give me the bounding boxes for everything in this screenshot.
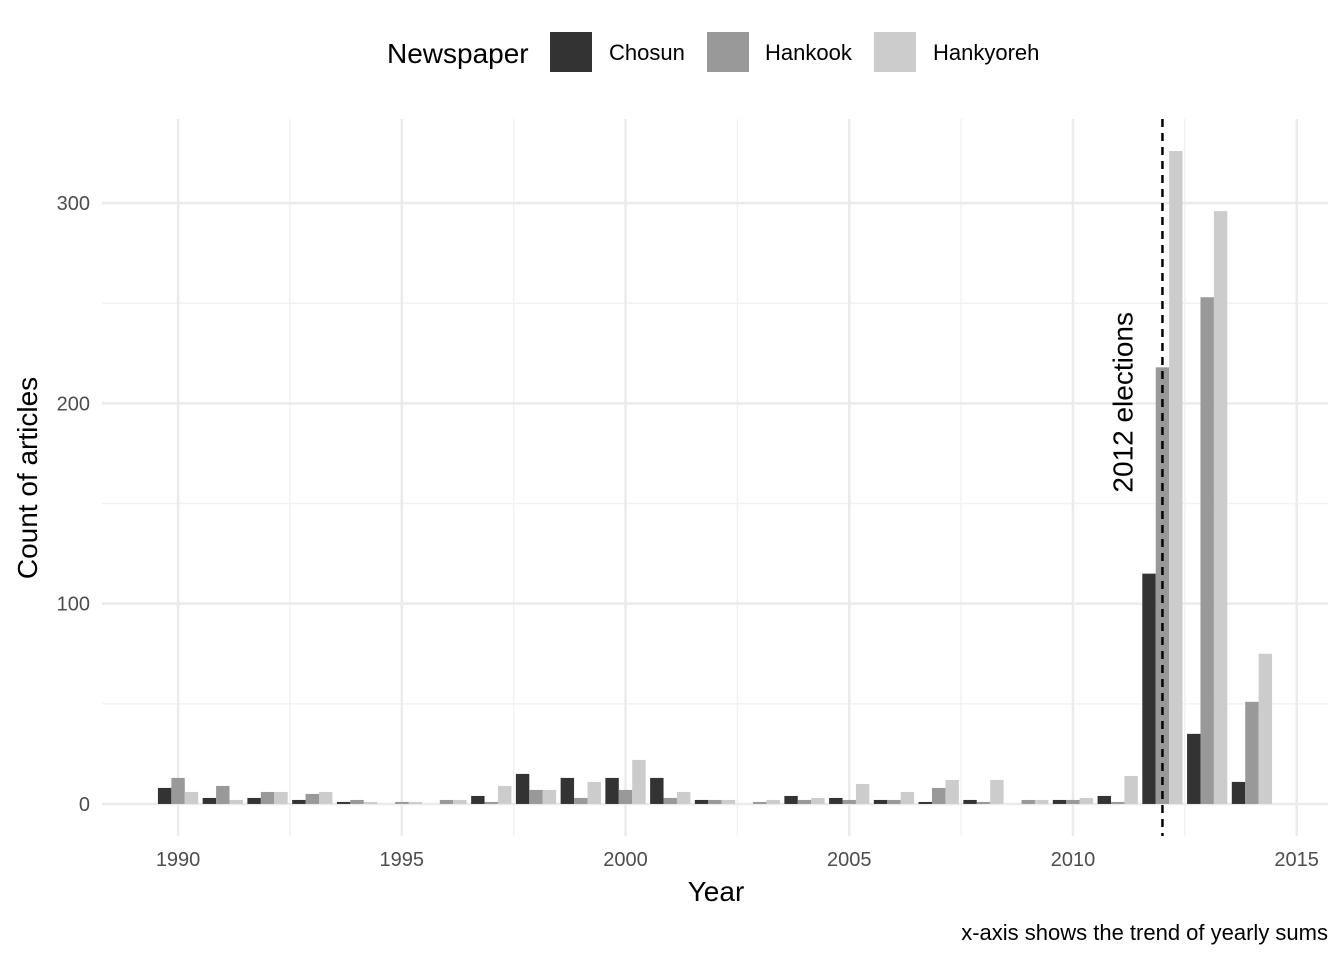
bar-hankook-1998 [529,789,543,804]
bar-hankook-1990 [171,777,185,804]
bar-hankyoreh-1995 [408,801,422,804]
bar-chosun-1991 [202,797,217,804]
bar-chosun-2008 [963,799,977,804]
bar-chosun-1998 [515,773,530,804]
bars [157,151,1273,804]
bar-hankook-2013 [1200,297,1214,804]
bar-chosun-1999 [560,777,575,804]
bar-hankyoreh-2011 [1124,775,1138,804]
bar-hankook-1995 [395,801,409,804]
bar-hankyoreh-1999 [587,781,601,804]
bar-chosun-2011 [1097,795,1111,804]
bar-hankyoreh-1997 [497,785,512,804]
bar-hankook-1996 [439,799,454,804]
bar-hankyoreh-2005 [855,783,870,804]
bar-hankyoreh-1996 [453,799,467,804]
x-tick-label: 2010 [1051,849,1096,871]
bar-chosun-2006 [873,799,888,804]
bar-hankook-1991 [216,785,230,804]
x-axis-title: Year [688,876,745,907]
bar-hankyoreh-2014 [1258,653,1273,804]
bar-chosun-2005 [829,797,843,804]
bar-hankyoreh-2010 [1079,797,1094,804]
bar-chosun-1993 [292,799,306,804]
legend-key-hankook [707,32,749,72]
bar-hankyoreh-1990 [184,791,199,804]
bar-chosun-1992 [247,797,261,804]
bar-hankyoreh-2001 [676,791,691,804]
bar-hankyoreh-1993 [319,791,333,804]
election-annotation: 2012 elections [1107,312,1138,493]
plot-grid [102,119,1328,836]
bar-hankyoreh-1998 [542,789,557,804]
bar-hankook-2008 [976,801,991,804]
bar-hankyoreh-2013 [1213,211,1228,804]
bar-hankook-2006 [887,799,901,804]
bar-hankook-2005 [842,799,856,804]
bar-hankyoreh-1994 [363,801,378,804]
bar-hankook-1993 [305,793,320,804]
x-tick-label: 2015 [1274,849,1319,871]
bar-chosun-2014 [1231,781,1246,804]
chart-caption: x-axis shows the trend of yearly sums [961,920,1328,945]
bar-hankook-1999 [574,797,588,804]
bar-chosun-1994 [336,801,351,804]
x-axis-ticks: 1990 1995 2000 2005 2010 2015 [156,849,1319,871]
bar-hankyoreh-2004 [811,797,825,804]
y-axis-ticks: 0 100 200 300 [57,193,90,816]
x-tick-label: 2000 [603,849,648,871]
legend-label-hankyoreh: Hankyoreh [933,40,1039,65]
legend-label-chosun: Chosun [609,40,685,65]
bar-hankyoreh-2007 [945,779,959,804]
legend-title: Newspaper [387,38,529,69]
bar-chosun-1990 [157,787,172,804]
bar-chosun-2004 [784,795,798,804]
bar-hankook-2009 [1021,799,1035,804]
x-tick-label: 2005 [827,849,872,871]
bar-chosun-2007 [918,801,933,804]
bar-hankook-2011 [1110,801,1125,804]
bar-hankyoreh-2003 [766,799,780,804]
bar-hankyoreh-2012 [1169,151,1183,804]
bar-hankyoreh-1991 [229,799,243,804]
y-tick-label: 200 [57,393,90,415]
y-tick-label: 0 [79,794,90,816]
bar-hankook-2003 [753,801,767,804]
x-tick-label: 1995 [380,849,425,871]
bar-chosun-2010 [1052,799,1067,804]
y-tick-label: 100 [57,594,90,616]
bar-chosun-2002 [694,799,709,804]
legend: Newspaper Chosun Hankook Hankyoreh [387,32,1039,72]
bar-hankyoreh-2000 [632,759,646,804]
legend-key-chosun [550,32,592,72]
legend-label-hankook: Hankook [765,40,853,65]
bar-hankyoreh-1992 [274,791,288,804]
x-tick-label: 1990 [156,849,201,871]
bar-hankook-2007 [932,787,946,804]
bar-hankyoreh-2006 [900,791,915,804]
bar-hankook-1997 [484,801,498,804]
bar-hankook-1992 [260,791,275,804]
bar-hankook-2004 [797,799,812,804]
bar-hankook-2000 [618,789,633,804]
bar-chosun-2001 [650,777,664,804]
y-axis-title: Count of articles [12,377,43,579]
bar-hankook-2014 [1245,701,1259,804]
bar-hankook-2002 [708,799,722,804]
bar-chosun-2012 [1142,573,1156,804]
bar-chosun-2013 [1187,733,1201,804]
bar-hankyoreh-2008 [990,779,1004,804]
bar-hankook-1994 [350,799,364,804]
bar-chosun-2000 [605,777,619,804]
bar-hankyoreh-2009 [1034,799,1049,804]
bar-hankook-2010 [1066,799,1080,804]
y-tick-label: 300 [57,193,90,215]
legend-key-hankyoreh [874,32,916,72]
bar-hankyoreh-2002 [721,799,736,804]
annotations: 2012 elections [1107,119,1164,836]
bar-chosun-1997 [471,795,485,804]
bar-hankook-2001 [663,797,677,804]
